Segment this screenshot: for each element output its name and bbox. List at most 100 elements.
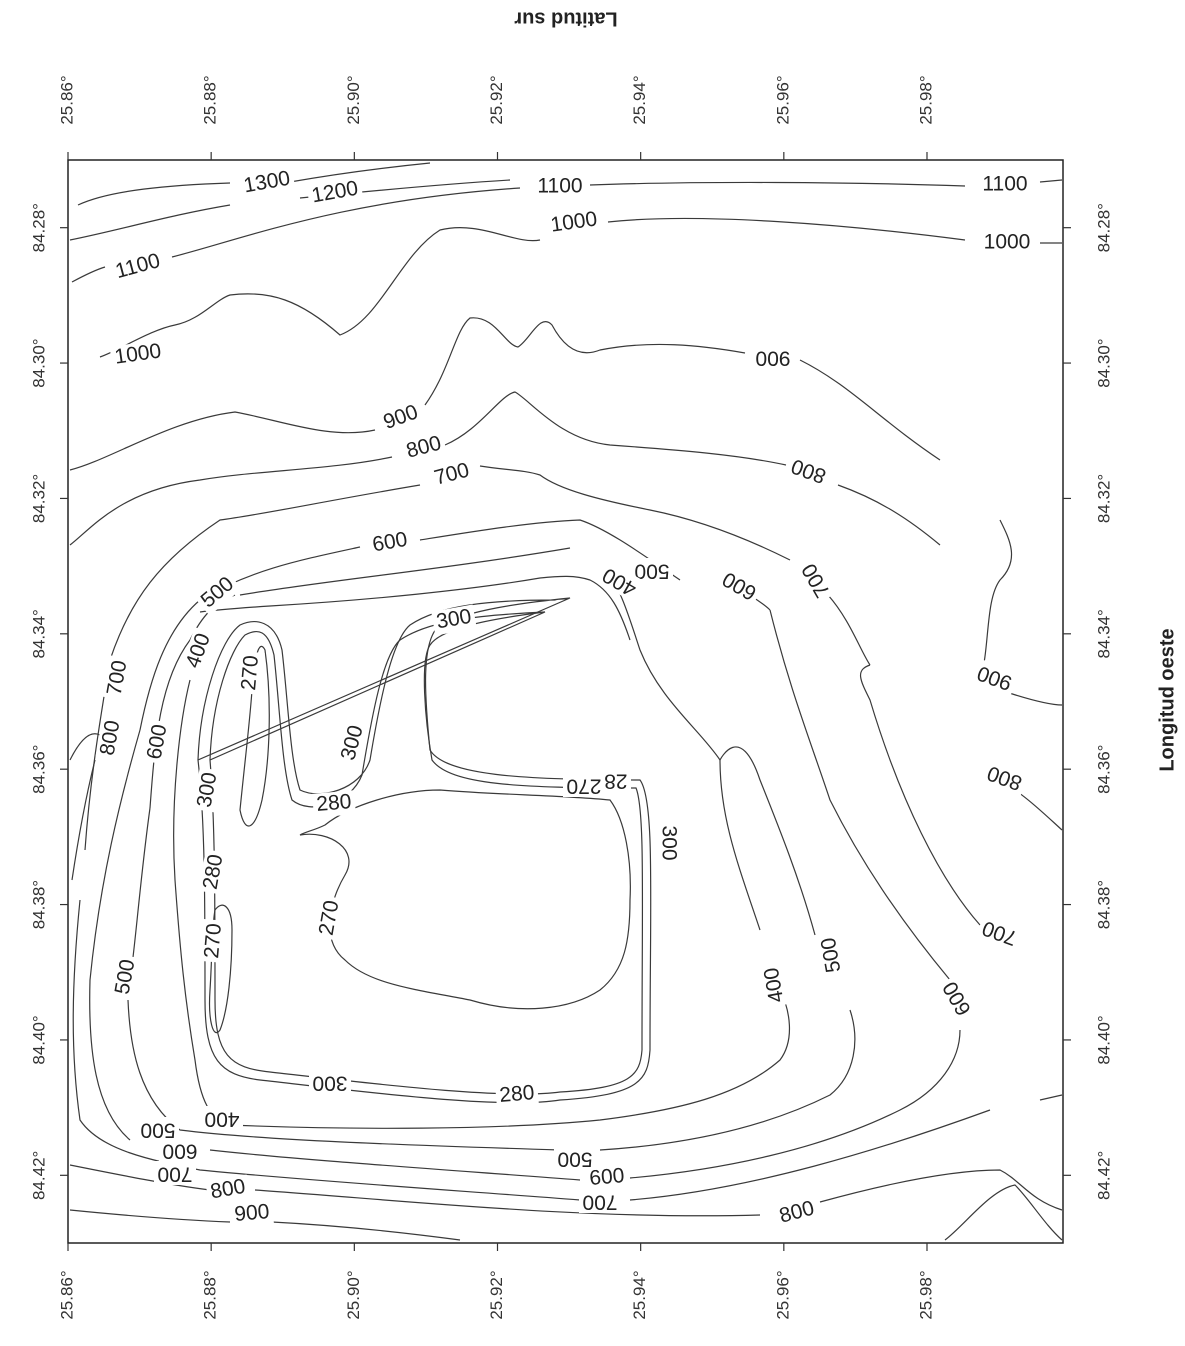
contour-label-270: 270 (566, 774, 601, 797)
contour-line-300-enclosure (197, 597, 652, 1104)
contour-label-background (773, 1195, 821, 1231)
contour-label-background (367, 527, 413, 559)
x-tick-label-right: 84.34° (1094, 609, 1113, 658)
contour-label-background (976, 913, 1024, 951)
contour-label-background (377, 399, 425, 437)
contour-label-background (238, 166, 296, 200)
contour-line-270-south (208, 904, 233, 1033)
contour-line-900-north (69, 317, 941, 471)
contour-label-background (785, 451, 833, 489)
contour-label-background (159, 1138, 201, 1162)
contour-line-700-south (72, 659, 1063, 1201)
contour-label-background (314, 895, 346, 941)
contour-label-background (533, 175, 587, 199)
contour-label-background (400, 430, 448, 466)
x-tick-label-right: 84.28° (1094, 203, 1113, 252)
y-tick-label-top: 25.98° (916, 75, 935, 124)
y-tick-label-top: 25.86° (57, 75, 76, 124)
contour-label-background (937, 973, 979, 1023)
contour-line-270-west (239, 645, 270, 827)
contour-label-1100: 1100 (982, 173, 1027, 196)
y-tick-label-bottom: 25.88° (201, 1270, 220, 1319)
contour-label-background (154, 1161, 196, 1185)
contour-label-background (595, 560, 645, 602)
x-tick-label-right: 84.40° (1094, 1015, 1113, 1064)
contour-line-600-south (89, 609, 961, 1181)
x-tick-label-left: 84.38° (29, 880, 48, 929)
contour-label-background (585, 1164, 629, 1192)
contour-label-800: 800 (777, 1196, 817, 1227)
plot-frame (67, 159, 1064, 1244)
contour-label-background (656, 822, 680, 864)
contour-label-background (192, 767, 224, 813)
contour-line-280-enclosure (209, 611, 644, 1095)
y-tick-label-bottom: 25.98° (916, 1270, 935, 1319)
y-tick-label-top: 25.96° (773, 75, 792, 124)
contour-label-800: 800 (788, 454, 829, 488)
contour-label-background (198, 849, 230, 895)
contour-label-background (545, 207, 603, 239)
contour-label-background (563, 773, 605, 797)
contour-label-700: 700 (979, 916, 1020, 950)
contour-label-1000: 1000 (984, 231, 1031, 254)
contour-label-background (428, 457, 476, 493)
contour-line-1100 (71, 179, 1063, 283)
contour-label-background (335, 719, 371, 767)
x-tick-label-right: 84.30° (1094, 338, 1113, 387)
x-tick-label-left: 84.40° (29, 1015, 48, 1064)
y-tick-label-top: 25.92° (487, 75, 506, 124)
contour-label-background (971, 658, 1019, 696)
contour-label-background (312, 790, 356, 818)
contour-label-900: 900 (380, 400, 421, 434)
contour-label-280: 280 (498, 1081, 535, 1107)
contour-line-1300 (77, 162, 431, 206)
axis-ticks: 84.28° 84.28° 84.30° 84.30° 84.32° 84.32° 84.3… (29, 75, 1113, 1319)
x-tick-label-right: 84.42° (1094, 1151, 1113, 1200)
x-tick-label-left: 84.34° (29, 609, 48, 658)
contour-label-900: 900 (755, 346, 790, 369)
contour-label-270: 270 (237, 654, 263, 691)
contour-line-800-south (69, 733, 1063, 1217)
contour-label-270: 270 (200, 922, 226, 959)
contour-label-background (796, 555, 838, 605)
y-tick-label-bottom: 25.86° (57, 1270, 76, 1319)
contour-label-background (980, 231, 1034, 255)
x-tick-label-right: 84.38° (1094, 880, 1113, 929)
contour-label-1200: 1200 (310, 177, 360, 208)
contour-label-700: 700 (582, 1190, 617, 1213)
y-tick-label-top: 25.90° (344, 75, 363, 124)
contour-label-background (981, 758, 1029, 796)
top-axis-title: Latitud sur (514, 8, 618, 30)
contour-label-background (109, 339, 167, 371)
y-tick-label-bottom: 25.90° (344, 1270, 363, 1319)
y-tick-label-top: 25.88° (201, 75, 220, 124)
contour-label-400: 400 (204, 1107, 239, 1130)
contour-label-background (205, 1174, 251, 1206)
contour-label-background (180, 627, 218, 675)
contour-label-500: 500 (557, 1147, 592, 1170)
contour-label-1100: 1100 (113, 249, 163, 283)
y-tick-label-bottom: 25.92° (487, 1270, 506, 1319)
contour-label-900: 900 (233, 1200, 270, 1226)
contour-label-800: 800 (404, 431, 444, 462)
contour-label-500: 500 (140, 1118, 175, 1141)
contour-label-500: 500 (634, 559, 669, 582)
contour-label-background (237, 651, 265, 695)
contour-label-background (306, 176, 364, 210)
contour-line-700-north (109, 465, 1013, 681)
contour-label-background (137, 1117, 179, 1141)
x-tick-label-left: 84.32° (29, 474, 48, 523)
x-tick-label-left: 84.30° (29, 338, 48, 387)
contour-label-300: 300 (657, 825, 680, 860)
contour-label-1300: 1300 (242, 167, 292, 198)
contour-label-900: 900 (974, 661, 1015, 695)
contour-line-400-north (173, 575, 631, 881)
contour-label-background (715, 564, 765, 606)
contour-label-background (816, 932, 848, 978)
contour-line-270-central (299, 789, 631, 1010)
contour-label-280: 280 (315, 790, 352, 816)
contour-label-background (110, 954, 142, 1000)
contour-label-700: 700 (432, 458, 472, 489)
contour-label-400: 400 (181, 630, 215, 671)
